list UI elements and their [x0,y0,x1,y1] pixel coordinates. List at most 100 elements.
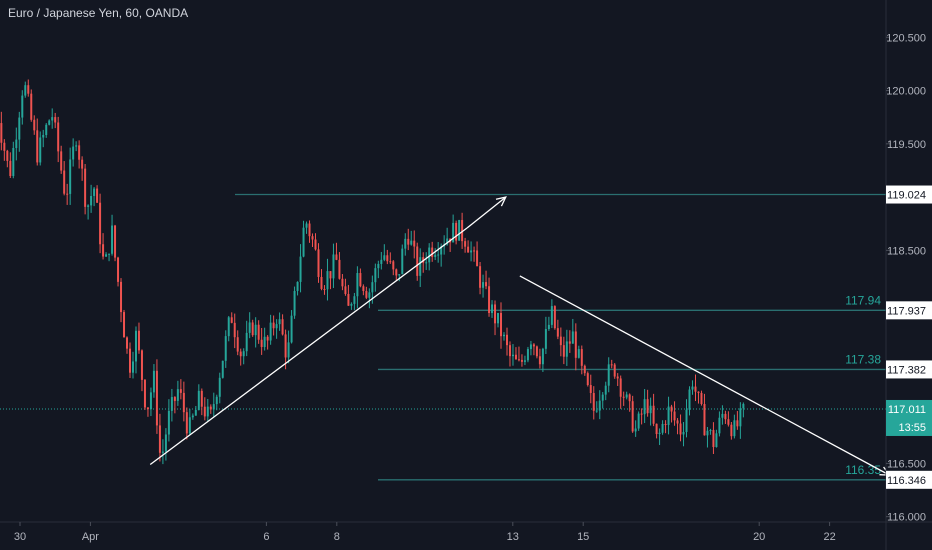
candle-body [604,385,607,395]
candle-body [39,137,42,163]
candle-body [437,254,440,256]
candle-body [341,278,344,287]
level-price-tag [886,360,932,379]
time-tick-label: 15 [577,531,589,543]
candle-body [317,249,320,277]
candle-body [24,85,27,96]
candle-body [455,222,458,241]
candle-body [90,195,93,206]
candle-body [727,419,730,425]
candle-body [6,150,9,161]
candle-body [281,319,284,335]
trendlines[interactable] [149,196,891,476]
bar-countdown: 13:55 [898,422,926,434]
candle-body [691,386,694,390]
level-price-tag [886,470,932,489]
candle-body [383,255,386,260]
candle-body [227,317,230,337]
candle-body [275,324,278,329]
candle-body [209,406,212,410]
candle-body [491,304,494,313]
candle-body [287,342,290,358]
trendline[interactable] [519,275,890,476]
candle-body [667,406,670,425]
trendline[interactable] [149,227,468,465]
level-price-label: 117.382 [887,364,926,376]
candle-body [353,296,356,304]
candle-body [505,334,508,346]
candle-body [188,417,191,434]
candle-body [284,334,287,358]
candle-body [335,254,338,260]
current-price-label: 117.011 [888,404,926,416]
candle-body [164,434,167,452]
candle-body [134,330,137,362]
level-price-tag [886,301,932,320]
level-price-tag [886,185,932,204]
current-price-tag [886,399,932,436]
candle-body [233,322,236,338]
candle-body [371,282,374,293]
candle-body [60,151,63,171]
candle-body [72,146,75,160]
price-tick-label: 120.500 [886,32,926,44]
candle-body [580,349,583,366]
candle-body [254,324,257,336]
candle-body [84,168,87,207]
candle-body [251,322,254,336]
candle-body [206,406,209,417]
candle-body [350,303,353,306]
candle-body [721,413,724,418]
candle-body [511,354,514,357]
candle-body [544,329,547,349]
candle-body [583,365,586,374]
candle-body [308,223,311,237]
candle-body [215,396,218,405]
price-axis-panel [886,0,932,550]
candle-body [670,406,673,412]
candle-body [476,250,479,267]
candle-body [643,399,646,415]
candle-body [27,85,30,94]
candle-body [715,433,718,448]
candle-body [356,273,359,297]
candle-body [224,336,227,361]
candle-body [36,130,39,163]
candle-body [425,262,428,264]
candle-body [359,273,362,287]
candle-body [69,159,72,194]
time-tick-label: 20 [753,531,765,543]
candle-body [93,188,96,196]
candle-body [380,259,383,264]
candle-body [410,240,413,245]
candle-body [99,202,102,245]
candle-body [296,281,299,291]
candle-body [646,399,649,414]
time-axis[interactable]: 30Apr68131520222729May [14,522,932,543]
candle-body [143,379,146,408]
candle-body [368,292,371,298]
candle-body [3,142,6,151]
candle-body [344,286,347,294]
candle-body [51,117,54,121]
candle-body [553,306,556,329]
candle-body [218,377,221,397]
candle-body [494,304,497,324]
price-tick-label: 119.500 [887,139,926,151]
price-tick-label: 118.500 [887,245,926,257]
candle-body [541,348,544,365]
candle-body [78,145,81,160]
level-price-label: 116.346 [887,475,926,487]
candle-body [42,135,45,138]
trendline[interactable] [466,196,507,229]
candle-body [556,328,559,337]
candle-body [559,336,562,346]
candle-body [302,227,305,257]
candle-body [661,423,664,433]
candle-body [697,391,700,393]
candle-body [592,392,595,411]
candle-body [161,451,164,453]
candle-body [562,345,565,357]
